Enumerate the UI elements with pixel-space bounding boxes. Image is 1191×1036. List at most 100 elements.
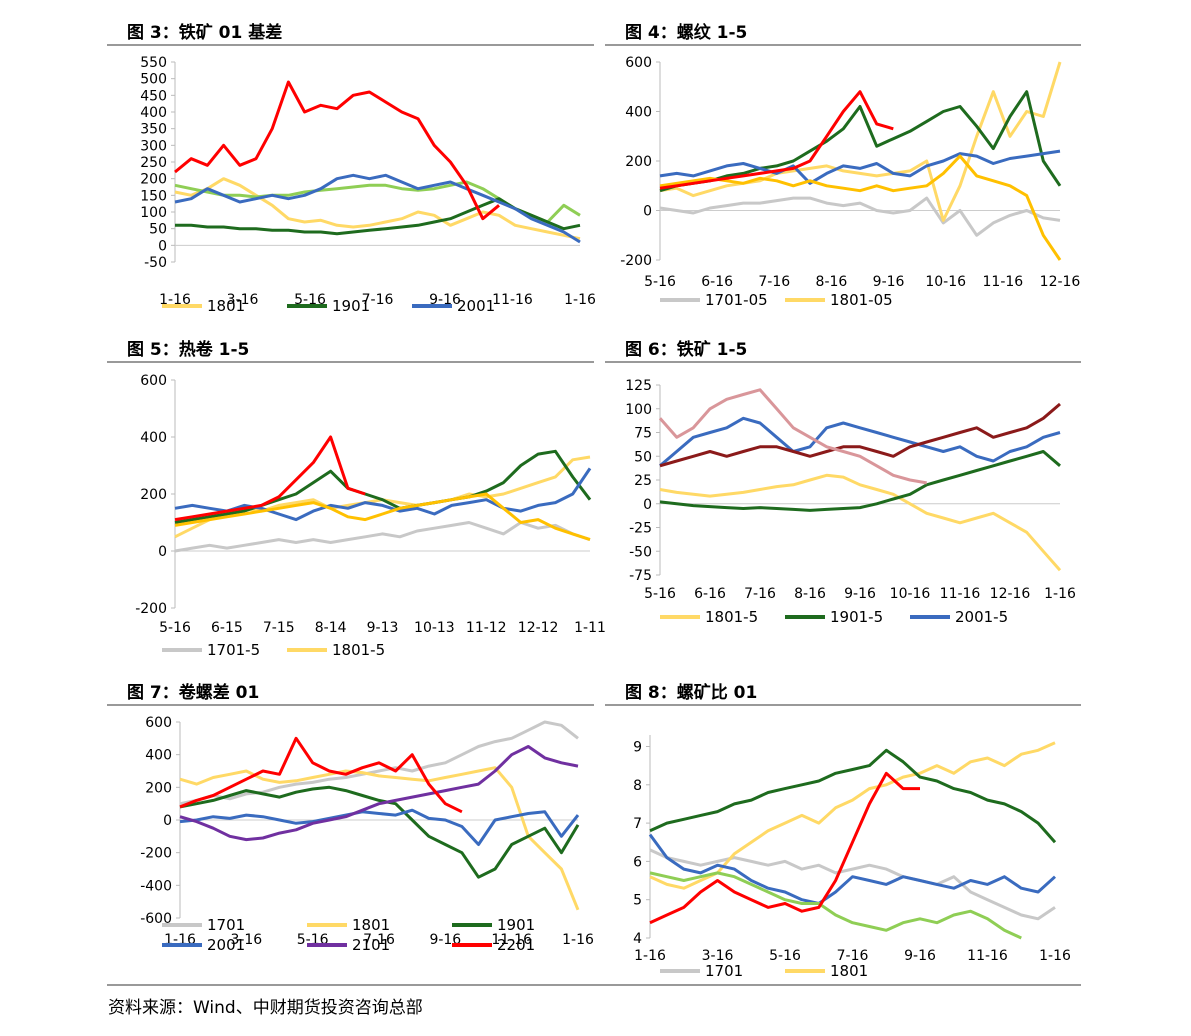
x-tick-label: 1-16 bbox=[564, 292, 596, 308]
y-tick-label: 400 bbox=[145, 748, 172, 764]
chart-title: 图 4：螺纹 1-5 bbox=[625, 22, 747, 43]
chart-4: 图 6：铁矿 1-5 125 100 75 50 25 0 -25 -50 -75 5-16 6-16… bbox=[605, 339, 1081, 626]
x-tick-label: 9-16 bbox=[904, 948, 936, 964]
legend-label: 1701-05 bbox=[705, 291, 768, 309]
series-line bbox=[659, 90, 894, 190]
x-tick-label: 1-16 bbox=[634, 948, 666, 964]
y-tick-label: 400 bbox=[140, 105, 167, 121]
legend-label: 1801 bbox=[352, 916, 390, 934]
y-tick-label: 200 bbox=[625, 154, 652, 170]
series-line-2001 bbox=[174, 173, 581, 244]
y-tick-label: 9 bbox=[633, 739, 642, 755]
y-tick-label: 250 bbox=[140, 155, 167, 171]
y-tick-label: 600 bbox=[140, 373, 167, 389]
x-tick-label: 3-16 bbox=[230, 932, 262, 948]
y-tick-label: 300 bbox=[140, 138, 167, 154]
y-tick-label: 50 bbox=[634, 449, 652, 465]
legend-label: 1701 bbox=[705, 962, 743, 980]
y-tick-label: 0 bbox=[158, 544, 167, 560]
legend-label: 1801-5 bbox=[705, 608, 758, 626]
chart-title: 图 8：螺矿比 01 bbox=[625, 682, 757, 703]
series-line bbox=[174, 435, 366, 522]
legend-label: 1701-5 bbox=[207, 641, 260, 659]
x-tick-label: 9-16 bbox=[844, 586, 876, 602]
legend-label: 1701 bbox=[207, 916, 245, 934]
series-line bbox=[659, 90, 1062, 193]
y-tick-label: -200 bbox=[620, 253, 652, 269]
y-tick-label: 100 bbox=[625, 402, 652, 418]
series-line bbox=[649, 748, 1057, 844]
series-line-2001 bbox=[179, 808, 580, 846]
y-tick-label: 450 bbox=[140, 88, 167, 104]
x-tick-label: 11-16 bbox=[491, 932, 532, 948]
series-line bbox=[659, 149, 1061, 185]
series-line bbox=[174, 180, 581, 224]
y-tick-label: -200 bbox=[140, 846, 172, 862]
x-tick-label: 7-16 bbox=[744, 586, 776, 602]
x-tick-label: 10-16 bbox=[890, 586, 931, 602]
x-tick-label: 1-16 bbox=[1044, 586, 1076, 602]
x-tick-label: 11-16 bbox=[940, 586, 981, 602]
x-tick-label: 9-16 bbox=[873, 274, 905, 290]
y-tick-label: 200 bbox=[140, 172, 167, 188]
x-tick-label: 12-16 bbox=[990, 586, 1031, 602]
y-tick-label: 600 bbox=[625, 55, 652, 71]
series-line-1701 bbox=[649, 848, 1056, 921]
series-line bbox=[649, 771, 920, 925]
y-tick-label: -75 bbox=[629, 568, 652, 584]
y-tick-label: 150 bbox=[140, 188, 167, 204]
y-tick-label: 4 bbox=[633, 931, 642, 947]
y-tick-label: 6 bbox=[633, 854, 642, 870]
legend-label: 1901 bbox=[497, 916, 535, 934]
y-tick-label: 200 bbox=[140, 487, 167, 503]
y-tick-label: 5 bbox=[633, 893, 642, 909]
y-tick-label: 0 bbox=[163, 813, 172, 829]
chart-title: 图 5：热卷 1-5 bbox=[127, 339, 249, 360]
x-tick-label: 11-16 bbox=[492, 292, 533, 308]
x-tick-label: 1-16 bbox=[562, 932, 594, 948]
x-tick-label: 1-11 bbox=[574, 620, 606, 636]
legend-label: 2001 bbox=[207, 936, 245, 954]
series-line-1801-05 bbox=[659, 61, 1062, 222]
x-tick-label: 11-16 bbox=[983, 274, 1024, 290]
x-tick-label: 12-16 bbox=[1040, 274, 1081, 290]
chart-title: 图 7：卷螺差 01 bbox=[127, 682, 259, 703]
x-tick-label: 6-16 bbox=[701, 274, 733, 290]
x-tick-label: 7-16 bbox=[837, 948, 869, 964]
source-footnote: 资料来源：Wind、中财期货投资咨询总部 bbox=[108, 998, 423, 1018]
series-line bbox=[658, 388, 927, 485]
series-line bbox=[649, 871, 1022, 940]
x-tick-label: 5-16 bbox=[769, 948, 801, 964]
x-tick-label: 7-16 bbox=[363, 932, 395, 948]
legend-label: 2001-5 bbox=[955, 608, 1008, 626]
x-tick-label: 5-16 bbox=[159, 620, 191, 636]
y-tick-label: 400 bbox=[140, 430, 167, 446]
y-tick-label: 7 bbox=[633, 816, 642, 832]
series-line-1801 bbox=[174, 177, 581, 241]
chart-2: 图 4：螺纹 1-5 600 400 200 0 -200 5-16 6-16 7-16 8-16… bbox=[605, 22, 1081, 309]
legend-label: 1901 bbox=[332, 297, 370, 315]
x-tick-label: 3-16 bbox=[702, 948, 734, 964]
legend-label: 1801 bbox=[830, 962, 868, 980]
chart-3: 图 5：热卷 1-5 600 400 200 0 -200 5-16 6-15 7-15 8-14… bbox=[107, 339, 606, 659]
x-tick-label: 11-16 bbox=[967, 948, 1008, 964]
x-tick-label: 11-12 bbox=[466, 620, 507, 636]
chart-title: 图 3：铁矿 01 基差 bbox=[127, 22, 282, 43]
series-line bbox=[174, 492, 591, 542]
y-tick-label: 550 bbox=[140, 55, 167, 71]
legend-label: 1801 bbox=[207, 297, 245, 315]
y-tick-label: -50 bbox=[144, 255, 167, 271]
x-tick-label: 1-16 bbox=[1039, 948, 1071, 964]
y-tick-label: 0 bbox=[643, 204, 652, 220]
chart-1: 图 3：铁矿 01 基差5505004504003503002502001501… bbox=[107, 22, 596, 315]
series-line bbox=[648, 833, 1057, 905]
series-line-2201 bbox=[179, 736, 463, 814]
x-tick-label: 12-12 bbox=[518, 620, 559, 636]
y-tick-label: 350 bbox=[140, 122, 167, 138]
y-tick-label: -200 bbox=[135, 601, 167, 617]
series-line-2001-5 bbox=[659, 416, 1061, 467]
legend-label: 2201 bbox=[497, 936, 535, 954]
